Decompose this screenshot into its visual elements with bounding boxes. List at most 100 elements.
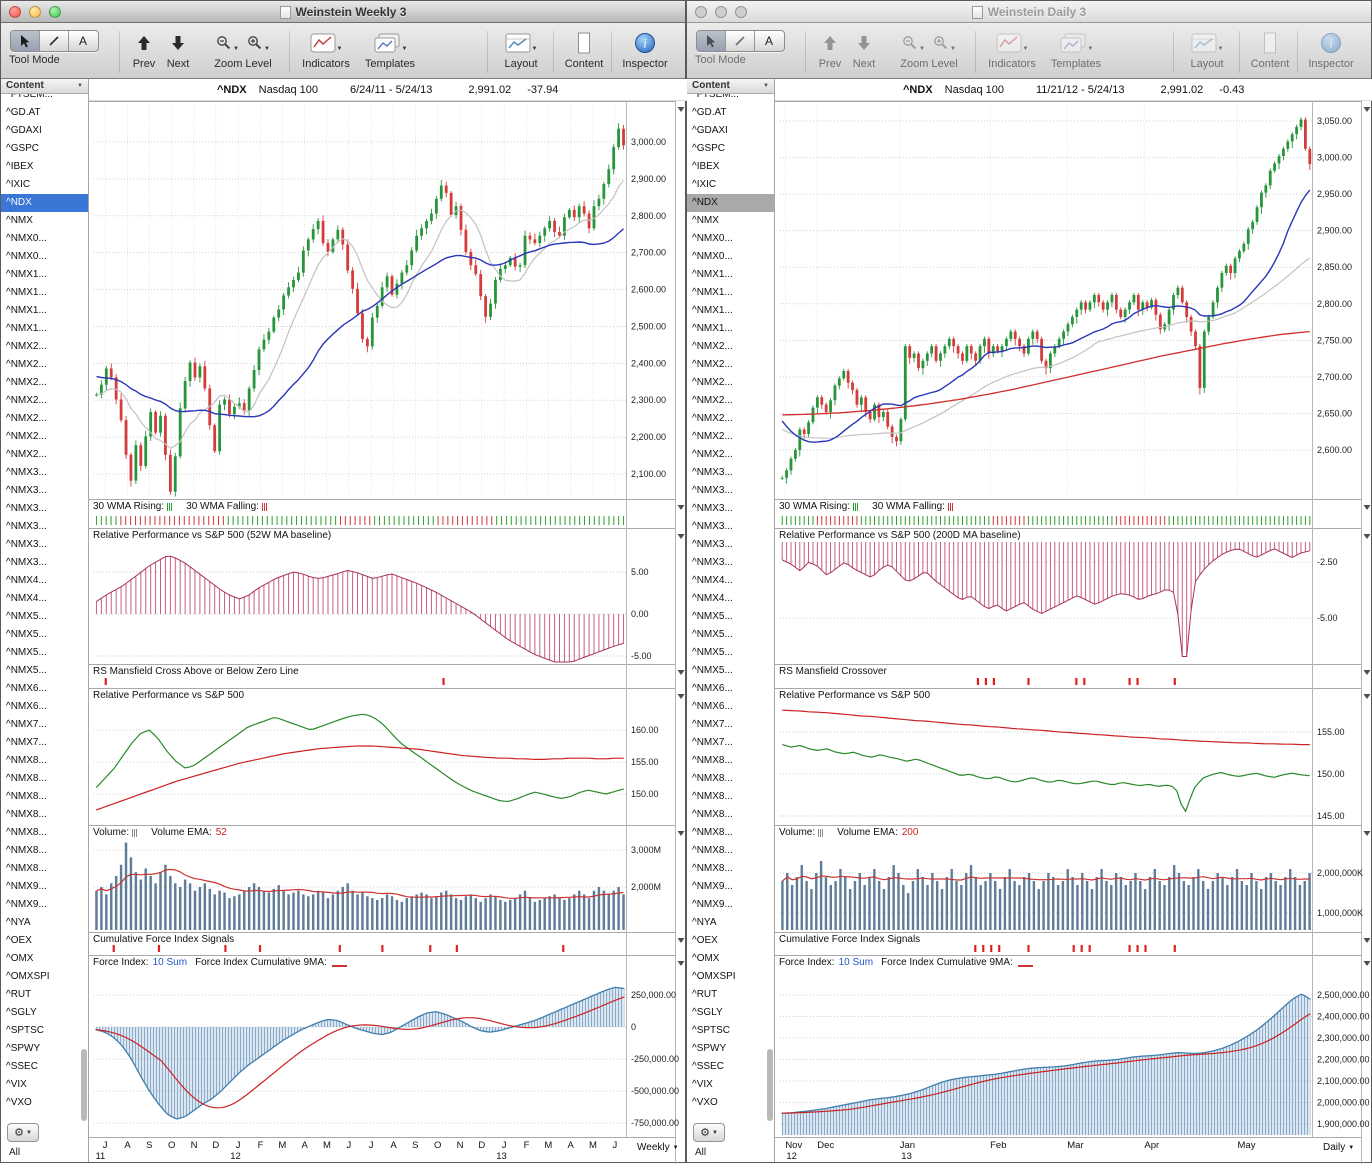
symbol-row[interactable]: ^NMX2... (6, 413, 47, 424)
symbol-row[interactable]: ^NMX3... (692, 503, 733, 514)
symbol-row[interactable]: ^NMX2... (692, 413, 733, 424)
symbol-row[interactable]: ^NDX (687, 194, 774, 212)
symbol-row[interactable]: ^NMX2... (692, 359, 733, 370)
symbol-row[interactable]: ^NMX8... (692, 809, 733, 820)
symbol-row[interactable]: ^OEX (6, 935, 32, 946)
minimize-button[interactable] (715, 6, 727, 18)
sidebar-scrollbar[interactable] (81, 1049, 87, 1121)
symbol-row[interactable]: ^VIX (6, 1079, 27, 1090)
panel-collapse-button[interactable] (677, 938, 685, 943)
close-button[interactable] (695, 6, 707, 18)
panel-collapse-button[interactable] (677, 670, 685, 675)
symbol-row[interactable]: ^NMX3... (6, 539, 47, 550)
symbol-row[interactable]: ^NMX8... (692, 845, 733, 856)
symbol-row[interactable]: ^NMX8... (6, 773, 47, 784)
inspector-button[interactable]: i (634, 30, 656, 56)
symbol-row[interactable]: ^NMX6... (692, 701, 733, 712)
zoom-out-button[interactable]: ▼ (216, 30, 239, 56)
symbol-row[interactable]: ^SPTSC (6, 1025, 45, 1036)
symbol-row[interactable]: ^NMX0... (6, 251, 47, 262)
pointer-tool-button[interactable] (696, 31, 726, 51)
symbol-row[interactable]: ^NYA (6, 917, 31, 928)
symbol-row[interactable]: ^SSEC (692, 1061, 724, 1072)
symbol-row[interactable]: ^NMX0... (692, 233, 733, 244)
symbol-row[interactable]: ^NMX4... (692, 575, 733, 586)
symbol-row[interactable]: ^NMX7... (692, 737, 733, 748)
panel-collapse-button[interactable] (1363, 670, 1371, 675)
inspector-button[interactable]: i (1320, 30, 1342, 56)
symbol-row[interactable]: ^NMX5... (6, 647, 47, 658)
symbol-row[interactable]: ^NYA (692, 917, 717, 928)
period-selector[interactable]: Weekly ▼ (637, 1142, 679, 1153)
panel-collapse-button[interactable] (1363, 938, 1371, 943)
symbol-row[interactable]: ^VXO (692, 1097, 718, 1108)
symbol-row[interactable]: ^GDAXI (692, 125, 728, 136)
panel-collapse-button[interactable] (1363, 107, 1371, 112)
indicators-button[interactable]: ▼ (310, 30, 342, 56)
symbol-row[interactable]: ^SSEC (6, 1061, 38, 1072)
symbol-row[interactable]: ^NMX2... (692, 431, 733, 442)
symbol-row[interactable]: ^NMX2... (6, 359, 47, 370)
symbol-row[interactable]: ^NMX8... (6, 863, 47, 874)
panel-collapse-button[interactable] (1363, 505, 1371, 510)
prev-button[interactable] (138, 30, 150, 56)
symbol-row[interactable]: ^NMX8... (6, 755, 47, 766)
symbol-row[interactable]: ^NMX7... (6, 719, 47, 730)
symbol-row[interactable]: ^NMX3... (692, 485, 733, 496)
symbol-row[interactable]: ^NMX3... (6, 503, 47, 514)
symbol-row[interactable]: ^NMX2... (6, 341, 47, 352)
symbol-row[interactable]: ^NMX8... (692, 791, 733, 802)
action-menu-button[interactable]: ⚙ ▼ (693, 1123, 725, 1142)
symbol-row[interactable]: ^NMX8... (6, 791, 47, 802)
panel-collapse-button[interactable] (677, 831, 685, 836)
templates-button[interactable]: ▼ (373, 30, 407, 56)
symbol-row[interactable]: ^NMX9... (6, 881, 47, 892)
symbol-row[interactable]: ^OMXSPI (692, 971, 736, 982)
symbol-row[interactable]: ^NMX8... (692, 827, 733, 838)
symbol-row[interactable]: ^NMX6... (6, 701, 47, 712)
text-tool-button[interactable]: A (755, 31, 784, 51)
symbol-row[interactable]: ^NMX5... (6, 611, 47, 622)
window-titlebar[interactable]: Weinstein Daily 3 (687, 1, 1371, 23)
symbol-row[interactable]: ^SGLY (6, 1007, 37, 1018)
period-selector[interactable]: Daily ▼ (1323, 1142, 1354, 1153)
symbol-row[interactable]: ^NMX4... (6, 575, 47, 586)
close-button[interactable] (9, 6, 21, 18)
symbol-row[interactable]: ^SGLY (692, 1007, 723, 1018)
content-button[interactable] (576, 30, 592, 56)
symbol-row[interactable]: ^GSPC (692, 143, 726, 154)
symbol-row[interactable]: ^NMX8... (6, 809, 47, 820)
symbol-row[interactable]: ^NMX8... (692, 755, 733, 766)
panel-collapse-button[interactable] (1363, 694, 1371, 699)
symbol-row[interactable]: ^NMX3... (692, 521, 733, 532)
symbol-row[interactable]: ^NMX1... (692, 305, 733, 316)
symbol-row[interactable]: ^NMX6... (6, 683, 47, 694)
symbol-row[interactable]: ^IBEX (692, 161, 720, 172)
symbol-row[interactable]: ^NMX2... (6, 449, 47, 460)
symbol-row[interactable]: ^NMX0... (692, 251, 733, 262)
templates-button[interactable]: ▼ (1059, 30, 1093, 56)
symbol-row[interactable]: ^NMX5... (6, 629, 47, 640)
symbol-row[interactable]: ^NMX1... (6, 305, 47, 316)
symbol-row[interactable]: ^NMX9... (692, 899, 733, 910)
symbol-row[interactable]: ^NMX (692, 215, 719, 226)
symbol-row[interactable]: ^NMX7... (6, 737, 47, 748)
symbol-row[interactable]: ^NMX2... (692, 395, 733, 406)
symbol-row[interactable]: ^NMX (6, 215, 33, 226)
symbol-row[interactable]: ^NMX9... (6, 899, 47, 910)
layout-button[interactable]: ▼ (505, 30, 537, 56)
symbol-row[interactable]: ^IXIC (692, 179, 717, 190)
symbol-row[interactable]: ^NMX9... (692, 881, 733, 892)
symbol-row[interactable]: ^NMX3... (6, 557, 47, 568)
zoom-out-button[interactable]: ▼ (902, 30, 925, 56)
symbol-row[interactable]: ^NMX5... (692, 611, 733, 622)
zoom-in-button[interactable]: ▼ (933, 30, 956, 56)
symbol-row[interactable]: ^NMX3... (692, 467, 733, 478)
symbol-row[interactable]: ^NMX6... (692, 683, 733, 694)
next-button[interactable] (172, 30, 184, 56)
symbol-row[interactable]: ^NMX2... (692, 449, 733, 460)
symbol-row[interactable]: ^NMX7... (692, 719, 733, 730)
content-header[interactable]: Content ▼ (1, 78, 88, 94)
symbol-row[interactable]: ^NMX3... (692, 539, 733, 550)
symbol-row[interactable]: ^NMX1... (6, 287, 47, 298)
